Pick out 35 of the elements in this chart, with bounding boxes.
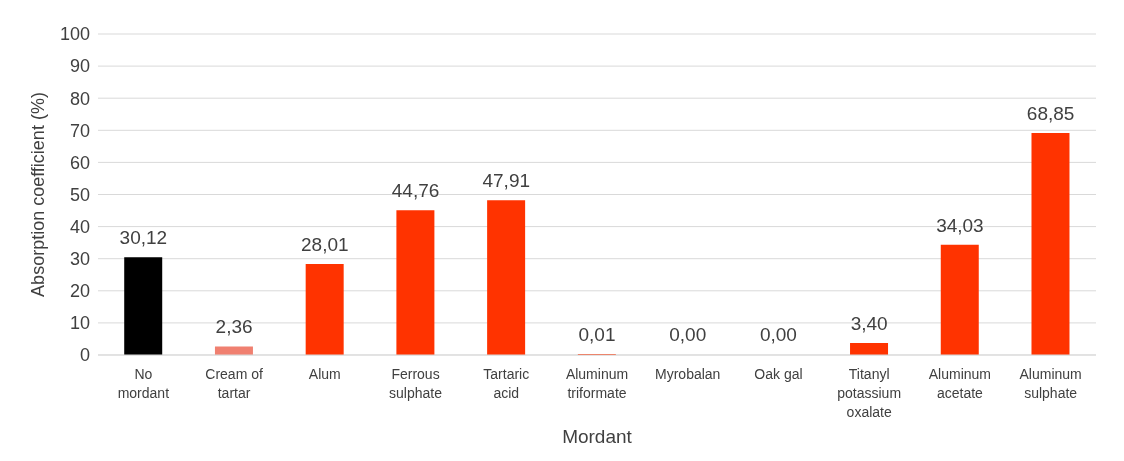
x-tick-label: Cream of tartar — [205, 366, 263, 401]
y-tick-label: 40 — [69, 216, 90, 237]
data-label: 0,01 — [578, 323, 616, 345]
y-tick-label: 100 — [59, 24, 90, 45]
x-tick-label: Aluminum acetate — [928, 366, 992, 401]
y-tick-label: 0 — [79, 345, 90, 366]
y-tick-label: 20 — [69, 281, 90, 302]
data-label: 0,00 — [669, 324, 707, 345]
data-label: 0,00 — [759, 324, 797, 345]
data-label: 68,85 — [1026, 102, 1075, 124]
data-label: 34,03 — [936, 214, 984, 236]
x-tick-label: Ferrous sulphate — [389, 366, 443, 401]
y-tick-label: 10 — [69, 313, 90, 334]
data-label: 44,76 — [391, 180, 440, 202]
y-tick-label: 50 — [69, 184, 90, 205]
y-tick-label: 80 — [69, 88, 90, 109]
y-tick-label: 70 — [69, 120, 90, 141]
x-axis-title: Mordant — [562, 426, 633, 447]
data-label: 3,40 — [850, 313, 888, 335]
x-tick-label: Tartaric acid — [483, 366, 530, 401]
x-tick-label: Titanyl potassium oxalate — [837, 366, 902, 420]
x-tick-label: Aluminum triformate — [565, 366, 629, 401]
x-tick-label: Myrobalan — [655, 366, 721, 382]
data-label: 28,01 — [301, 234, 349, 256]
x-tick-label: Aluminum sulphate — [1019, 366, 1082, 401]
y-tick-label: 30 — [69, 249, 90, 270]
data-label: 30,12 — [119, 227, 168, 249]
x-tick-label: No mordant — [117, 366, 170, 401]
data-label: 2,36 — [215, 316, 253, 338]
y-tick-label: 90 — [69, 56, 90, 77]
x-tick-label: Oak gal — [754, 366, 803, 382]
y-axis-title: Absorption coefficient (%) — [28, 92, 49, 297]
x-tick-label: Alum — [308, 366, 341, 382]
y-tick-label: 60 — [69, 152, 90, 173]
data-label: 47,91 — [482, 170, 531, 192]
